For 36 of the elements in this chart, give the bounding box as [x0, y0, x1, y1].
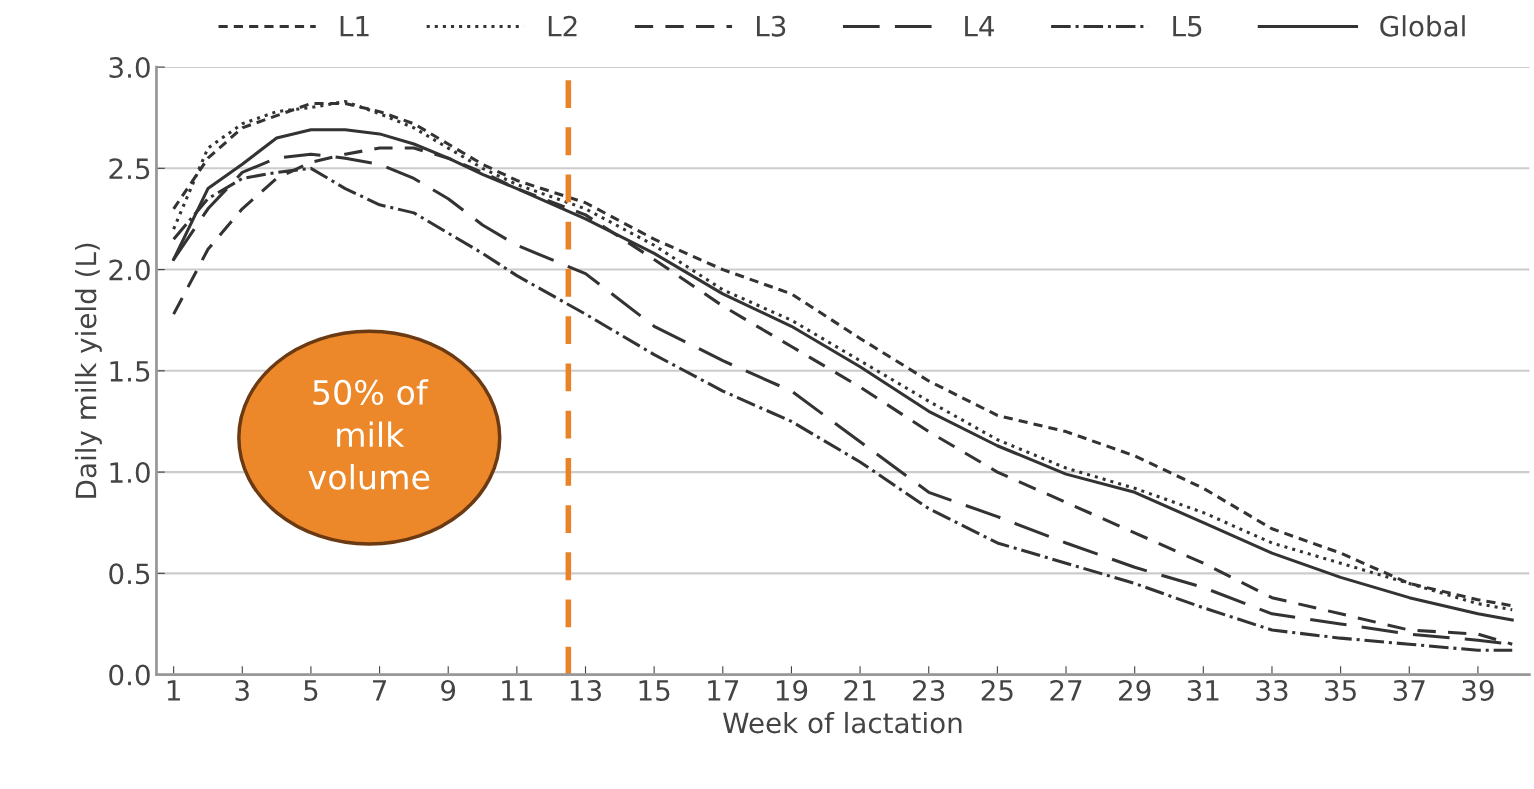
- x-tick-label: 23: [913, 679, 945, 701]
- x-tick-label: 1: [167, 680, 180, 701]
- x-tick-label: 7: [373, 680, 387, 701]
- x-tick-label: 17: [708, 680, 739, 701]
- x-tick-label: 27: [1050, 679, 1082, 701]
- x-tick-label: 5: [304, 680, 318, 701]
- x-tick-label: 11: [502, 680, 532, 701]
- x-tick-label: 37: [1393, 679, 1425, 701]
- annotation: 50% of milk volume: [308, 379, 430, 490]
- y-tick-label: 1.0: [110, 462, 150, 484]
- y-tick-label: 2.5: [109, 158, 150, 180]
- y-tick-label: 1.5: [110, 361, 150, 382]
- x-axis-title: Week of lactation: [723, 711, 962, 734]
- y-tick-label: 0.0: [109, 664, 150, 686]
- legend-label: L4: [965, 16, 995, 37]
- x-tick-label: 29: [1119, 679, 1151, 701]
- legend-label: L5: [1173, 16, 1202, 37]
- x-tick-label: 21: [844, 679, 876, 701]
- x-tick-label: 25: [981, 679, 1013, 701]
- x-tick-label: 33: [1256, 679, 1288, 701]
- x-tick-label: 31: [1187, 679, 1219, 701]
- y-tick-label: 3.0: [109, 57, 150, 79]
- legend-label: L2: [548, 15, 577, 37]
- legend-label: L3: [757, 15, 786, 37]
- x-tick-label: 35: [1325, 679, 1356, 701]
- x-tick-label: 9: [441, 679, 456, 701]
- x-tick-label: 13: [570, 679, 601, 701]
- x-tick-label: 19: [776, 679, 808, 701]
- legend-label: L1: [340, 16, 369, 37]
- legend-label: Global: [1380, 15, 1465, 37]
- x-tick-label: 15: [639, 680, 670, 701]
- x-tick-label: 3: [235, 679, 249, 701]
- x-tick-label: 39: [1462, 679, 1494, 701]
- y-tick-label: 0.5: [109, 563, 150, 585]
- y-axis-title: Daily milk yield (L): [74, 243, 102, 498]
- y-tick-label: 2.0: [109, 259, 150, 281]
